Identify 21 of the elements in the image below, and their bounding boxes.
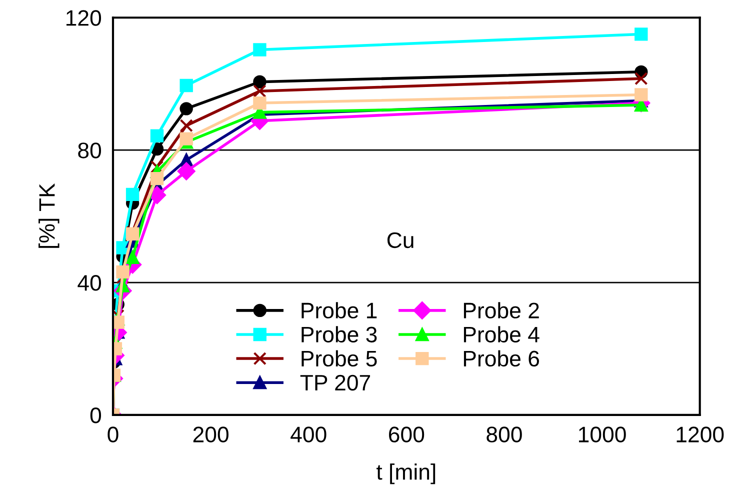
x-tick-label: 600 — [389, 426, 424, 442]
legend-label: Probe 1 — [302, 302, 377, 318]
legend-label: Probe 4 — [464, 326, 540, 342]
annotation: Cu — [387, 232, 414, 248]
legend-label: Probe 3 — [302, 326, 377, 342]
y-tick-label: 0 — [90, 408, 102, 424]
x-tick-label: 400 — [290, 426, 326, 442]
x-axis-title: t [min] — [376, 463, 436, 484]
legend-label: Probe 2 — [464, 302, 539, 318]
y-tick-label: 40 — [78, 275, 102, 291]
y-axis-title: [%] TK — [38, 183, 60, 248]
x-tick-label: 200 — [193, 426, 228, 442]
legend-label: Probe 5 — [302, 350, 377, 367]
x-tick-label: 1200 — [676, 426, 724, 442]
legend-label: Probe 6 — [464, 350, 539, 367]
y-tick-label: 120 — [66, 10, 102, 26]
legend-label: TP 207 — [300, 374, 370, 391]
x-tick-label: 1000 — [579, 426, 626, 442]
y-tick-label: 80 — [78, 142, 102, 158]
x-tick-label: 0 — [108, 426, 118, 442]
x-tick-label: 800 — [486, 426, 522, 442]
